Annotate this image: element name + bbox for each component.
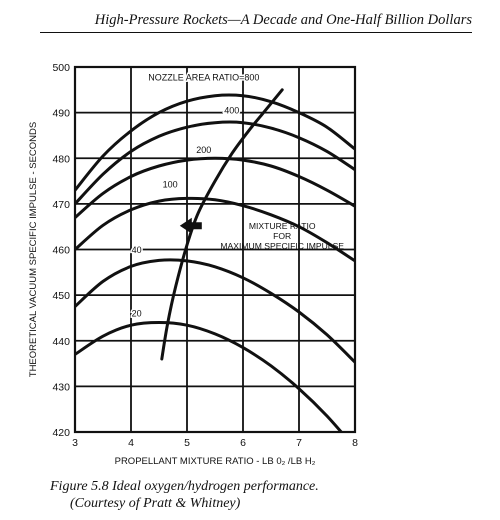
x-tick-label: 6 [240, 437, 246, 449]
curve-area-ratio-100 [75, 196, 355, 263]
y-tick-label: 420 [52, 427, 70, 439]
max-impulse-locus-curve [160, 88, 284, 361]
y-tick-label: 480 [52, 153, 70, 165]
annotation-line: MAXIMUM SPECIFIC IMPULSE [220, 241, 344, 251]
chart-series [75, 88, 355, 432]
y-tick-label: 430 [52, 381, 70, 393]
x-tick-label: 5 [184, 437, 190, 449]
curve-label: 200 [196, 145, 211, 155]
x-tick-label: 3 [72, 437, 78, 449]
y-tick-label: 450 [52, 290, 70, 302]
curve-area-ratio-400 [75, 120, 355, 206]
annotation-line: MIXTURE RATIO [249, 221, 316, 231]
curve-label: 100 [163, 179, 178, 189]
curve-label: NOZZLE AREA RATIO=800 [148, 73, 259, 83]
figure-caption: Figure 5.8 Ideal oxygen/hydrogen perform… [50, 478, 380, 512]
curve-label: 20 [132, 309, 142, 319]
curve-label: 400 [224, 106, 239, 116]
x-tick-label: 8 [352, 437, 358, 449]
tick-labels: 3 4 5 6 7 8 420 430 440 450 460 470 480 490 500 [52, 62, 358, 449]
y-axis-title: THEORETICAL VACUUM SPECIFIC IMPULSE - SE… [28, 122, 39, 377]
curve-area-ratio-200 [75, 156, 355, 220]
y-tick-label: 460 [52, 245, 70, 257]
y-tick-label: 440 [52, 336, 70, 348]
y-tick-label: 500 [52, 62, 70, 74]
x-axis-title: PROPELLANT MIXTURE RATIO - LB 0₂ /LB H₂ [115, 456, 316, 467]
curve-labels: NOZZLE AREA RATIO=800 400 200 100 40 20 [130, 71, 261, 320]
x-tick-label: 7 [296, 437, 302, 449]
y-tick-label: 470 [52, 199, 70, 211]
arrow-left-icon [179, 217, 202, 234]
axis-titles: PROPELLANT MIXTURE RATIO - LB 0₂ /LB H₂ T… [28, 122, 316, 467]
y-tick-label: 490 [52, 108, 70, 120]
curve-label: 40 [132, 245, 142, 255]
caption-line-2: (Courtesy of Pratt & Whitney) [70, 496, 241, 511]
annotation-line: FOR [273, 231, 291, 241]
curve-area-ratio-40 [75, 258, 355, 364]
running-header: High-Pressure Rockets—A Decade and One-H… [40, 12, 472, 33]
curve-area-ratio-20 [75, 320, 344, 432]
x-tick-label: 4 [128, 437, 134, 449]
caption-line-1: Figure 5.8 Ideal oxygen/hydrogen perform… [50, 479, 319, 494]
curve-area-ratio-800 [75, 93, 355, 192]
